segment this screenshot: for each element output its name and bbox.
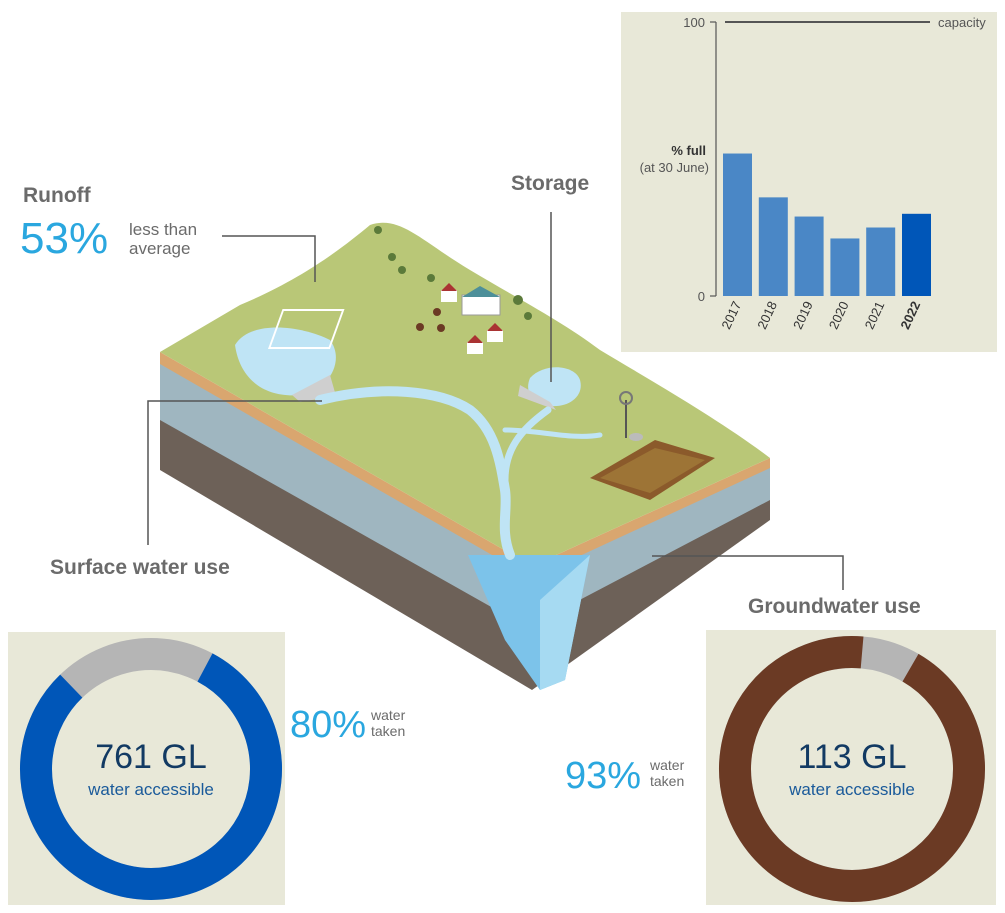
tree-4: [427, 274, 435, 282]
tree-6: [524, 312, 532, 320]
bar-2019: [794, 216, 824, 296]
barn-3: [467, 342, 483, 354]
paddock-fence: [267, 309, 345, 349]
barn-3-roof: [467, 335, 483, 343]
bar-2020: [830, 238, 860, 296]
main-river: [315, 386, 515, 560]
water-tank: [629, 433, 643, 441]
tree-1: [374, 226, 382, 234]
river-tributary-right: [502, 427, 603, 439]
groundwater-percent: 93%: [565, 755, 642, 797]
surface-water-volume-label: water accessible: [88, 780, 214, 799]
surface-water-note-line2: taken: [371, 723, 406, 739]
groundwater-volume-label: water accessible: [789, 780, 915, 799]
farmhouse: [461, 294, 501, 316]
barn-1-roof: [441, 283, 457, 291]
surface-water-panel: 761 GL water accessible: [8, 632, 285, 905]
surface-reservoir: [235, 327, 336, 396]
tree-5: [513, 295, 523, 305]
groundwater-volume: 113 GL: [797, 738, 907, 776]
tree-2: [388, 253, 396, 261]
storage-reservoir: [528, 367, 581, 407]
tree-3: [398, 266, 406, 274]
surface-water-donut: [19, 638, 282, 900]
capacity-label: capacity: [938, 15, 986, 30]
river-tributary: [501, 406, 552, 484]
groundwater-callout-line: [652, 555, 844, 590]
cow-1: [433, 308, 441, 316]
runoff-note-line2: average: [129, 239, 191, 258]
runoff-note: less than average: [129, 220, 197, 258]
groundwater-title: Groundwater use: [748, 595, 921, 618]
bar-2018: [758, 197, 788, 296]
runoff-callout-line: [222, 235, 316, 282]
y-tick-label-0: 0: [698, 289, 705, 304]
barn-2: [487, 330, 503, 342]
bar-2017: [723, 153, 752, 296]
surface-water-percent: 80%: [290, 704, 367, 746]
groundwater-donut: [719, 636, 985, 902]
storage-chart-panel: 100 0 capacity % full (at 30 June) 2017 2…: [621, 12, 997, 352]
bar-2021: [866, 227, 896, 296]
runoff-note-line1: less than: [129, 220, 198, 239]
y-tick-label-100: 100: [683, 15, 705, 30]
surface-water-volume: 761 GL: [95, 738, 207, 776]
topsoil-edge: [160, 352, 770, 578]
bar-2022: [902, 213, 931, 296]
right-aquifer-band: [532, 462, 770, 625]
windmill-head: [619, 391, 633, 405]
groundwater-panel: 113 GL water accessible: [706, 630, 996, 905]
runoff-percent: 53%: [20, 214, 109, 263]
groundwater-note-line1: water: [650, 757, 685, 773]
farmhouse-roof: [462, 286, 500, 297]
storage-dam-wall: [518, 385, 556, 410]
y-axis-label-sub: (at 30 June): [640, 160, 709, 175]
groundwater-note: water taken: [650, 757, 684, 789]
barn-1: [441, 290, 457, 302]
cow-3: [437, 324, 445, 332]
runoff-title: Runoff: [23, 184, 91, 207]
river-gorge-face: [540, 555, 590, 690]
crop-field-rows: [600, 448, 705, 493]
barn-2-roof: [487, 323, 503, 331]
left-aquifer-band: [160, 360, 532, 630]
surface-water-note-line1: water: [371, 707, 406, 723]
y-axis-label-main: % full: [671, 143, 706, 158]
storage-title: Storage: [511, 172, 590, 195]
groundwater-donut-taken: [719, 636, 985, 902]
surface-water-note: water taken: [371, 707, 405, 739]
groundwater-note-line2: taken: [650, 773, 685, 789]
surface-water-callout-line: [147, 400, 322, 545]
surface-water-title: Surface water use: [50, 556, 230, 579]
cow-2: [416, 323, 424, 331]
storage-chart: 100 0 capacity % full (at 30 June) 2017 2…: [640, 15, 987, 331]
